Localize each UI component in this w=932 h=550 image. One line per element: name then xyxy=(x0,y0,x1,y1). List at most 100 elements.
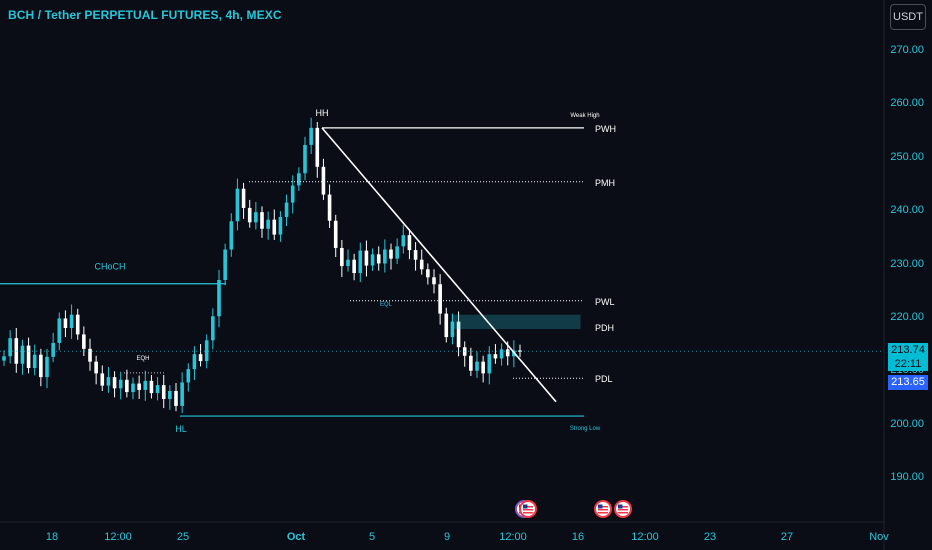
candle-body xyxy=(413,250,418,260)
candle-body xyxy=(8,338,12,357)
candle-body xyxy=(395,246,399,259)
candle-body xyxy=(125,379,129,393)
flag-canton xyxy=(598,504,603,509)
candle-body xyxy=(333,220,338,248)
annotation-eqh: EQH xyxy=(136,356,149,362)
flag-stripe xyxy=(598,506,608,508)
candle-body xyxy=(192,354,197,370)
candle-body xyxy=(94,361,98,374)
candle-body xyxy=(419,259,424,270)
flag-stripe xyxy=(523,512,533,514)
candle-body xyxy=(444,313,449,338)
candle-body xyxy=(340,247,344,267)
candle-body xyxy=(272,219,277,235)
candle-body xyxy=(284,202,289,217)
candle-body xyxy=(407,235,412,251)
candle-body xyxy=(401,235,406,247)
countdown-value: 22:11 xyxy=(894,358,922,370)
candle-body xyxy=(198,354,203,362)
flag-stripe xyxy=(618,509,628,511)
candle-body xyxy=(327,194,332,221)
candle-body xyxy=(376,254,381,264)
candle-body xyxy=(217,279,221,317)
annotation-hh: HH xyxy=(316,108,329,118)
close-price-tag: 213.65 xyxy=(888,375,928,390)
labels-layer: PWH PMH PWL PDH PDL HH HL CHoCH EQH EQL Weak High S… xyxy=(94,108,616,434)
candle-body xyxy=(254,212,258,223)
us-flag-icon xyxy=(519,500,537,518)
candle-body xyxy=(364,250,369,266)
annotation-weak-high: Weak High xyxy=(570,113,599,119)
candle-body xyxy=(51,342,55,357)
candle-body xyxy=(493,354,498,359)
candle-body xyxy=(456,321,461,348)
candle-body xyxy=(131,383,135,393)
x-tick-label: 9 xyxy=(443,531,451,543)
event-icons-layer xyxy=(515,500,632,518)
candle-body xyxy=(426,269,430,278)
candle-body xyxy=(358,250,363,274)
x-tick-label: 5 xyxy=(368,531,376,543)
level-label-pwl: PWL xyxy=(595,297,615,307)
close-price-value: 213.65 xyxy=(891,376,925,388)
candle-body xyxy=(82,334,86,349)
level-label-pwh: PWH xyxy=(595,124,616,134)
candle-body xyxy=(149,380,154,394)
candle-body xyxy=(143,380,148,390)
level-label-pdh: PDH xyxy=(595,323,614,333)
flag-canton xyxy=(618,504,623,509)
level-label-pmh: PMH xyxy=(595,178,615,188)
candle-body xyxy=(278,216,283,235)
candle-body xyxy=(223,249,227,280)
candle-body xyxy=(475,361,479,371)
annotation-strong-low: Strong Low xyxy=(570,426,601,432)
candle-body xyxy=(112,377,117,389)
candle-body xyxy=(88,348,92,362)
y-tick-label: 250.00 xyxy=(890,150,924,163)
y-tick-label: 200.00 xyxy=(890,417,924,430)
candle-body xyxy=(235,188,240,222)
flag-canton xyxy=(523,504,528,509)
candle-body xyxy=(303,144,307,174)
candle-body xyxy=(45,356,49,378)
candle-body xyxy=(487,354,492,374)
candle-body xyxy=(241,188,246,208)
us-flag-icon xyxy=(614,500,632,518)
trend-line xyxy=(321,127,557,403)
pdh-zone xyxy=(451,314,581,330)
candle-body xyxy=(321,166,326,195)
candle-body xyxy=(432,277,436,285)
candle-body xyxy=(315,127,320,167)
candle-body xyxy=(26,345,31,369)
flag-stripe xyxy=(618,512,628,514)
candle-body xyxy=(186,369,191,383)
candles-layer xyxy=(2,117,522,414)
candle-body xyxy=(352,259,356,274)
flag-stripe xyxy=(598,509,608,511)
x-tick-label: Nov xyxy=(869,531,889,543)
countdown-tag: 22:11 xyxy=(888,357,928,371)
candle-body xyxy=(247,207,252,223)
candle-body xyxy=(346,259,350,267)
candle-body xyxy=(161,385,166,400)
candle-body xyxy=(469,355,473,371)
y-tick-label: 190.00 xyxy=(890,471,924,483)
candle-body xyxy=(174,390,178,406)
currency-button[interactable]: USDT xyxy=(890,4,926,30)
y-tick-label: 270.00 xyxy=(890,44,924,56)
candle-body xyxy=(229,221,234,250)
x-tick-label: Oct xyxy=(286,531,306,543)
y-tick-label: 240.00 xyxy=(890,204,924,217)
flag-stripe xyxy=(523,506,533,508)
candle-body xyxy=(211,316,215,341)
candle-body xyxy=(155,385,160,394)
candle-body xyxy=(69,314,74,329)
candle-body xyxy=(204,340,209,362)
x-tick-label: 12:00 xyxy=(104,531,132,543)
candle-body xyxy=(2,356,6,361)
annotation-choch: CHoCH xyxy=(94,262,125,272)
candle-body xyxy=(499,349,504,359)
level-label-pdl: PDL xyxy=(595,374,613,384)
